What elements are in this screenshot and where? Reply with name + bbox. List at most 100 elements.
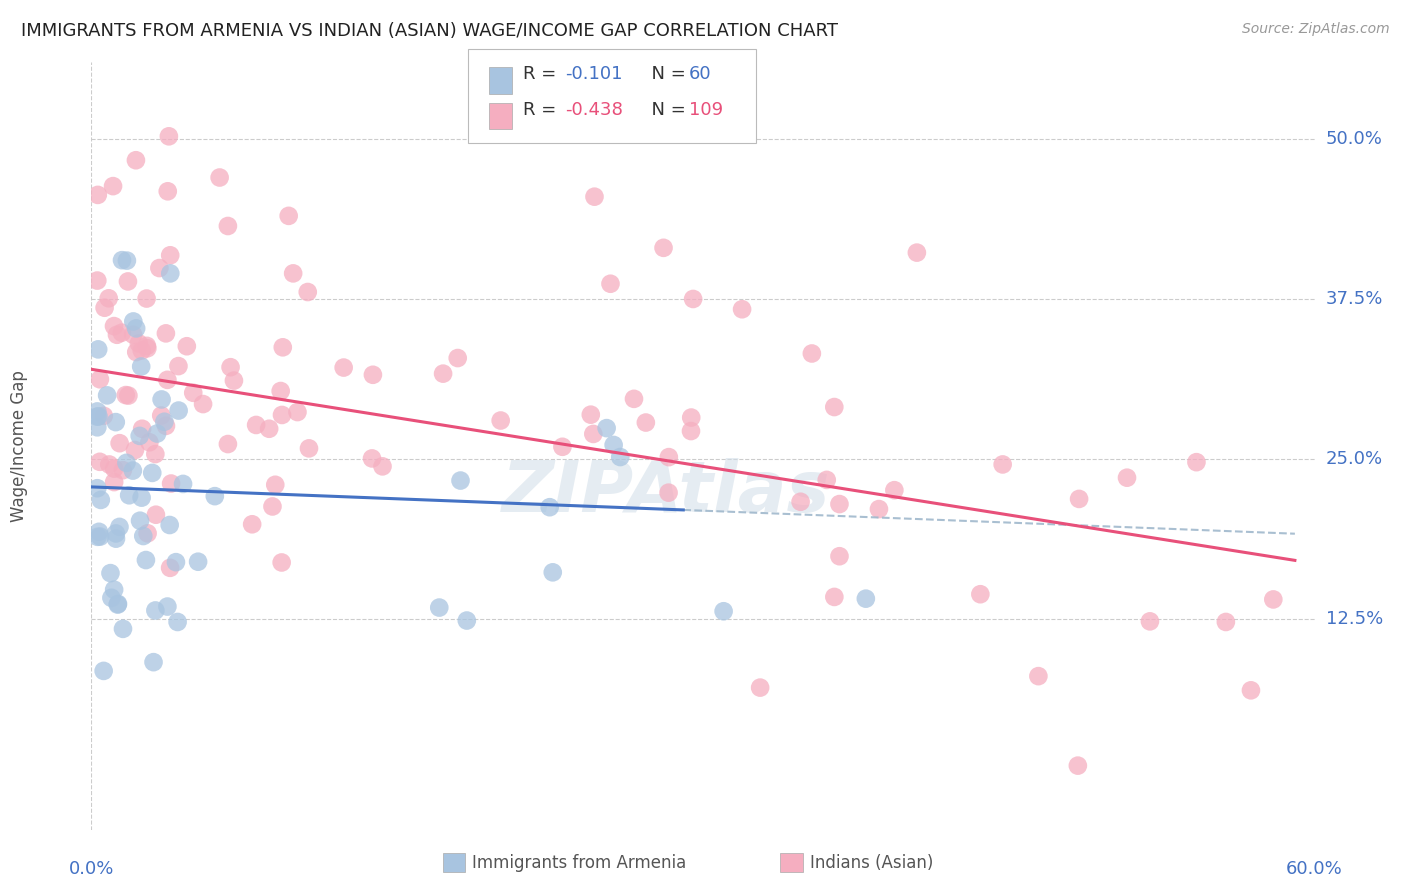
Point bbox=[240, 517, 263, 532]
Point bbox=[551, 440, 574, 454]
Text: ZIPAtlas: ZIPAtlas bbox=[502, 458, 831, 526]
Point bbox=[602, 438, 624, 452]
Point bbox=[298, 442, 321, 456]
Point bbox=[658, 485, 681, 500]
Point bbox=[107, 597, 129, 611]
Point bbox=[1067, 491, 1090, 506]
Text: 0.0%: 0.0% bbox=[69, 860, 114, 878]
Point bbox=[187, 555, 209, 569]
Point bbox=[658, 450, 681, 464]
Point bbox=[1185, 455, 1208, 469]
Point bbox=[131, 343, 153, 358]
Point bbox=[135, 292, 157, 306]
Text: Immigrants from Armenia: Immigrants from Armenia bbox=[472, 854, 686, 871]
Point bbox=[100, 566, 122, 581]
Text: R =: R = bbox=[523, 65, 562, 83]
Point bbox=[136, 341, 159, 355]
Point bbox=[609, 450, 631, 464]
Point bbox=[97, 291, 120, 305]
Point bbox=[156, 373, 179, 387]
Point bbox=[114, 388, 136, 402]
Point bbox=[652, 241, 675, 255]
Point bbox=[141, 466, 163, 480]
Point bbox=[115, 253, 138, 268]
Point bbox=[117, 388, 139, 402]
Point bbox=[86, 530, 108, 544]
Point bbox=[361, 368, 384, 382]
Text: 12.5%: 12.5% bbox=[1326, 609, 1384, 628]
Point bbox=[713, 604, 735, 618]
Point bbox=[111, 463, 134, 477]
Point bbox=[131, 422, 153, 436]
Point bbox=[157, 129, 180, 144]
Point bbox=[89, 372, 111, 386]
Point bbox=[245, 417, 267, 432]
Point bbox=[150, 409, 173, 423]
Point bbox=[150, 392, 173, 407]
Point bbox=[131, 491, 153, 505]
Point bbox=[93, 301, 115, 315]
Point bbox=[634, 416, 657, 430]
Point bbox=[361, 451, 384, 466]
Point bbox=[160, 476, 183, 491]
Point bbox=[125, 153, 148, 168]
Point bbox=[103, 319, 125, 334]
Point bbox=[287, 405, 309, 419]
Point bbox=[264, 477, 287, 491]
Point bbox=[165, 555, 187, 569]
Point bbox=[86, 481, 108, 495]
Point bbox=[679, 424, 702, 438]
Point bbox=[93, 409, 115, 423]
Point bbox=[129, 359, 152, 374]
Point bbox=[156, 599, 179, 614]
Point bbox=[277, 209, 299, 223]
Point bbox=[125, 321, 148, 335]
Point bbox=[103, 461, 125, 475]
Point bbox=[136, 526, 159, 541]
Point bbox=[204, 489, 226, 503]
Point bbox=[828, 497, 851, 511]
Text: Wage/Income Gap: Wage/Income Gap bbox=[10, 370, 28, 522]
Point bbox=[101, 179, 124, 194]
Point bbox=[217, 219, 239, 233]
Point bbox=[800, 346, 823, 360]
Text: R =: R = bbox=[523, 101, 562, 119]
Point bbox=[159, 248, 181, 262]
Text: 60: 60 bbox=[689, 65, 711, 83]
Point bbox=[222, 374, 245, 388]
Point bbox=[583, 189, 606, 203]
Point bbox=[129, 514, 152, 528]
Point bbox=[1116, 471, 1139, 485]
Point bbox=[104, 532, 127, 546]
Text: N =: N = bbox=[640, 65, 692, 83]
Point bbox=[93, 664, 115, 678]
Point bbox=[145, 508, 167, 522]
Point bbox=[1240, 683, 1263, 698]
Point bbox=[146, 426, 169, 441]
Point bbox=[297, 285, 319, 299]
Point bbox=[143, 447, 166, 461]
Point bbox=[447, 351, 470, 365]
Point bbox=[89, 530, 111, 544]
Point bbox=[132, 529, 155, 543]
Point bbox=[731, 302, 754, 317]
Point bbox=[262, 500, 284, 514]
Point bbox=[371, 459, 394, 474]
Text: 25.0%: 25.0% bbox=[1326, 450, 1384, 467]
Point bbox=[108, 520, 131, 534]
Point bbox=[87, 343, 110, 357]
Point bbox=[86, 409, 108, 424]
Point bbox=[181, 385, 204, 400]
Text: Source: ZipAtlas.com: Source: ZipAtlas.com bbox=[1241, 22, 1389, 37]
Point bbox=[86, 274, 108, 288]
Point bbox=[166, 615, 188, 629]
Point bbox=[135, 553, 157, 567]
Point bbox=[172, 477, 194, 491]
Point bbox=[111, 326, 134, 340]
Point bbox=[579, 408, 602, 422]
Point bbox=[103, 582, 125, 597]
Point bbox=[159, 266, 181, 280]
Point bbox=[167, 359, 190, 373]
Point bbox=[111, 622, 134, 636]
Point bbox=[159, 561, 181, 575]
